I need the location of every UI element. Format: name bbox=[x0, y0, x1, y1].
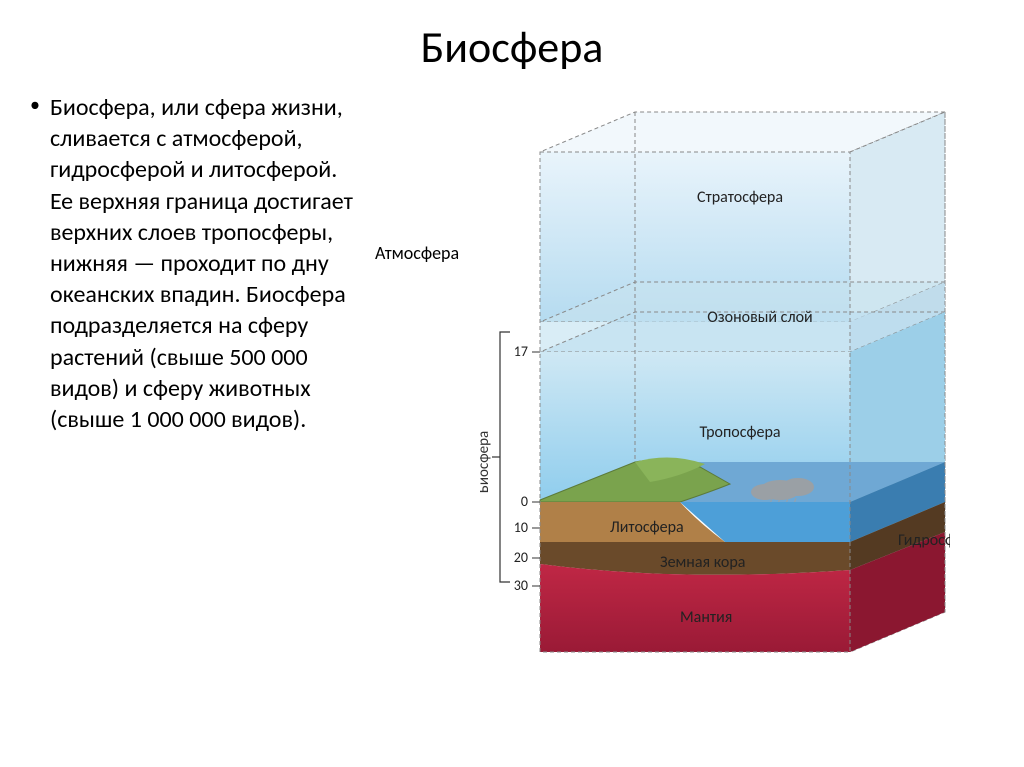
axis-30: 30 bbox=[514, 577, 528, 594]
biosphere-bracket bbox=[492, 332, 510, 582]
bullet-item: • Биосфера, или сфера жизни, сливается с… bbox=[30, 92, 360, 435]
biosphere-text: Биосфера bbox=[480, 431, 493, 493]
bullet-marker: • bbox=[30, 92, 40, 118]
slide-title: Биосфера bbox=[30, 20, 994, 74]
crust-text: Земная кора bbox=[660, 553, 745, 572]
axis-ticks bbox=[532, 352, 540, 586]
stratosphere-text: Стратосфера bbox=[697, 188, 783, 207]
atmosphere-label: Атмосфера bbox=[375, 242, 459, 264]
diagram-column: Атмосфера bbox=[380, 92, 994, 712]
axis-20: 20 bbox=[514, 549, 528, 566]
lithosphere-text: Литосфера bbox=[610, 518, 684, 537]
biosphere-diagram: Стратосфера Озоновый слой Тропосфера Лит… bbox=[480, 92, 950, 692]
axis-10: 10 bbox=[514, 519, 528, 536]
content-row: • Биосфера, или сфера жизни, сливается с… bbox=[30, 92, 994, 712]
mantle-text: Мантия bbox=[680, 608, 732, 627]
troposphere-text: Тропосфера bbox=[699, 423, 780, 442]
ozone-text: Озоновый слой bbox=[707, 308, 812, 327]
bullet-text: Биосфера, или сфера жизни, сливается с а… bbox=[50, 92, 360, 435]
axis-17: 17 bbox=[514, 343, 528, 360]
hydrosphere-text: Гидросфера bbox=[898, 531, 950, 550]
diagram-svg: Стратосфера Озоновый слой Тропосфера Лит… bbox=[480, 92, 950, 692]
text-column: • Биосфера, или сфера жизни, сливается с… bbox=[30, 92, 360, 712]
axis-0: 0 bbox=[521, 493, 528, 510]
